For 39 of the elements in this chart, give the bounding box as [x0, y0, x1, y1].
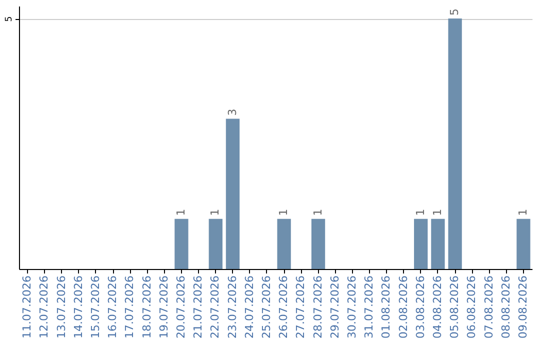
data-label: 3 — [226, 108, 239, 116]
x-tick-label: 14.07.2026 — [72, 276, 85, 338]
x-tick-label: 17.07.2026 — [123, 276, 136, 338]
x-tick-label: 19.07.2026 — [157, 276, 170, 338]
x-tick-label: 16.07.2026 — [106, 276, 120, 338]
data-label: 1 — [311, 208, 324, 216]
x-tick-label: 25.07.2026 — [260, 276, 273, 338]
x-tick-label: 13.07.2026 — [54, 276, 68, 338]
data-label: 5 — [448, 8, 462, 16]
x-tick-label: 20.07.2026 — [174, 276, 188, 338]
x-tick-label: 09.08.2026 — [516, 276, 530, 338]
data-label: 1 — [208, 208, 222, 216]
x-tick-label: 07.08.2026 — [482, 276, 496, 338]
x-tick-label: 22.07.2026 — [208, 276, 222, 338]
x-tick-label: 15.07.2026 — [88, 276, 102, 338]
x-tick-label: 21.07.2026 — [192, 276, 205, 338]
data-label: 1 — [414, 208, 427, 216]
x-tick-label: 01.08.2026 — [380, 276, 393, 338]
x-tick-label: 29.07.2026 — [328, 276, 342, 338]
x-tick-label: 24.07.2026 — [242, 276, 256, 338]
data-label: 1 — [430, 208, 444, 216]
x-tick-label: 27.07.2026 — [294, 276, 308, 338]
data-label: 1 — [516, 208, 530, 216]
data-label: 1 — [277, 208, 290, 216]
data-label: 1 — [174, 208, 188, 216]
x-tick-label: 28.07.2026 — [311, 276, 324, 338]
x-tick-label: 26.07.2026 — [277, 276, 290, 338]
x-tick-label: 12.07.2026 — [38, 276, 51, 338]
x-tick-label: 03.08.2026 — [414, 276, 427, 338]
x-tick-label: 05.08.2026 — [448, 276, 462, 338]
x-tick-label: 31.07.2026 — [362, 276, 376, 338]
x-tick-label: 30.07.2026 — [345, 276, 358, 338]
x-tick-label: 06.08.2026 — [465, 276, 478, 338]
x-tick-label: 18.07.2026 — [140, 276, 154, 338]
x-tick-label: 04.08.2026 — [430, 276, 444, 338]
x-tick-label: 08.08.2026 — [499, 276, 512, 338]
x-tick-label: 11.07.2026 — [20, 276, 34, 338]
x-tick-label: 02.08.2026 — [396, 276, 410, 338]
x-tick-label: 23.07.2026 — [226, 276, 239, 338]
